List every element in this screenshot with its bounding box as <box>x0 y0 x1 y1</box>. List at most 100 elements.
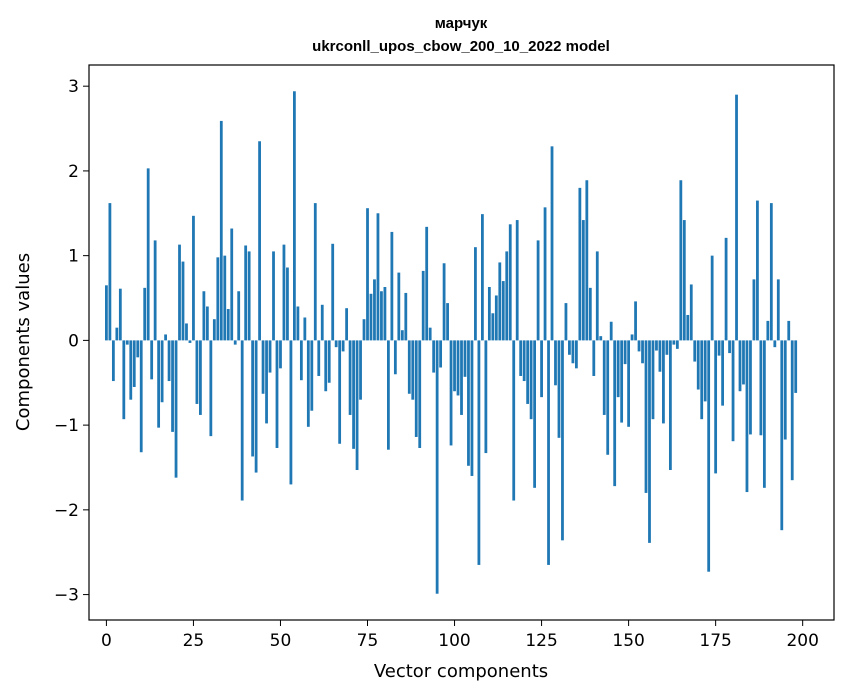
bar-118 <box>515 220 519 341</box>
bar-113 <box>498 262 502 341</box>
bar-154 <box>641 340 644 364</box>
bar-31 <box>212 319 216 341</box>
bar-95 <box>435 340 439 594</box>
bar-4 <box>118 288 122 341</box>
bar-104 <box>467 340 470 466</box>
bar-25 <box>192 215 195 341</box>
bar-28 <box>202 291 206 341</box>
bar-135 <box>574 340 578 369</box>
bar-61 <box>317 340 321 376</box>
bar-21 <box>178 244 181 341</box>
bar-192 <box>773 340 777 348</box>
bar-159 <box>658 340 662 372</box>
bar-64 <box>327 340 331 383</box>
bar-110 <box>487 287 491 341</box>
bar-153 <box>637 340 641 352</box>
bar-115 <box>505 251 509 341</box>
bar-38 <box>237 291 241 341</box>
bar-164 <box>675 340 679 349</box>
bar-102 <box>460 340 463 415</box>
y-tick-label: 2 <box>68 162 79 182</box>
bar-96 <box>439 340 443 368</box>
bar-18 <box>167 340 171 382</box>
bar-126 <box>543 207 547 341</box>
bar-80 <box>383 287 387 341</box>
bar-172 <box>703 340 707 402</box>
bar-152 <box>634 301 637 341</box>
x-tick-label: 150 <box>612 631 644 651</box>
bar-134 <box>571 340 575 364</box>
bar-99 <box>449 340 453 446</box>
bar-114 <box>501 281 505 341</box>
bar-44 <box>258 141 261 341</box>
bar-27 <box>199 340 202 415</box>
bar-169 <box>693 340 697 362</box>
bar-168 <box>689 284 693 341</box>
bar-143 <box>602 340 606 415</box>
bar-93 <box>428 327 432 341</box>
y-tick-label: −2 <box>54 501 79 521</box>
bar-196 <box>787 320 791 341</box>
bar-87 <box>407 340 411 394</box>
bar-79 <box>380 291 383 341</box>
bar-182 <box>738 340 742 392</box>
bar-70 <box>348 340 352 415</box>
bar-178 <box>724 237 728 341</box>
bar-138 <box>585 180 589 341</box>
bar-181 <box>735 94 738 341</box>
bar-32 <box>216 257 220 341</box>
y-tick-label: 1 <box>68 247 79 267</box>
bar-36 <box>230 228 234 341</box>
bar-170 <box>696 340 700 390</box>
bar-43 <box>254 340 258 473</box>
bar-0 <box>105 285 108 341</box>
bar-116 <box>508 224 512 341</box>
bar-84 <box>397 272 401 341</box>
bar-59 <box>310 340 314 411</box>
bar-120 <box>522 340 526 382</box>
bar-127 <box>547 340 550 565</box>
bar-186 <box>752 279 756 341</box>
bar-108 <box>481 214 484 341</box>
bar-142 <box>599 336 603 341</box>
bar-136 <box>578 187 582 341</box>
bar-111 <box>491 313 495 341</box>
bar-190 <box>766 320 770 341</box>
bar-12 <box>146 168 150 341</box>
bar-162 <box>668 340 672 471</box>
bar-60 <box>313 203 317 341</box>
x-tick-label: 100 <box>438 631 470 651</box>
bar-68 <box>341 340 345 352</box>
bar-89 <box>414 340 418 437</box>
bar-97 <box>442 263 446 341</box>
bar-33 <box>219 120 223 341</box>
bar-50 <box>279 340 282 369</box>
bar-34 <box>223 255 227 341</box>
bar-8 <box>132 340 136 387</box>
bar-163 <box>672 340 676 345</box>
bar-121 <box>526 340 530 404</box>
bar-198 <box>794 340 798 393</box>
bar-24 <box>188 340 192 343</box>
bar-94 <box>432 340 436 373</box>
bar-194 <box>780 340 784 531</box>
bar-128 <box>550 146 554 341</box>
bar-53 <box>289 340 293 485</box>
bar-20 <box>174 340 178 478</box>
bar-47 <box>268 340 272 373</box>
bar-109 <box>484 340 488 454</box>
bar-77 <box>373 279 376 341</box>
bar-145 <box>609 321 613 341</box>
bar-151 <box>630 334 634 341</box>
bar-132 <box>564 303 568 341</box>
bar-83 <box>393 340 397 375</box>
bar-157 <box>651 340 655 420</box>
bar-91 <box>421 270 425 341</box>
bar-5 <box>122 340 126 420</box>
bar-72 <box>355 340 359 471</box>
bar-37 <box>233 340 237 345</box>
bar-57 <box>303 317 307 341</box>
x-tick-label: 50 <box>270 631 292 651</box>
bar-183 <box>742 340 745 385</box>
bar-65 <box>331 243 335 341</box>
